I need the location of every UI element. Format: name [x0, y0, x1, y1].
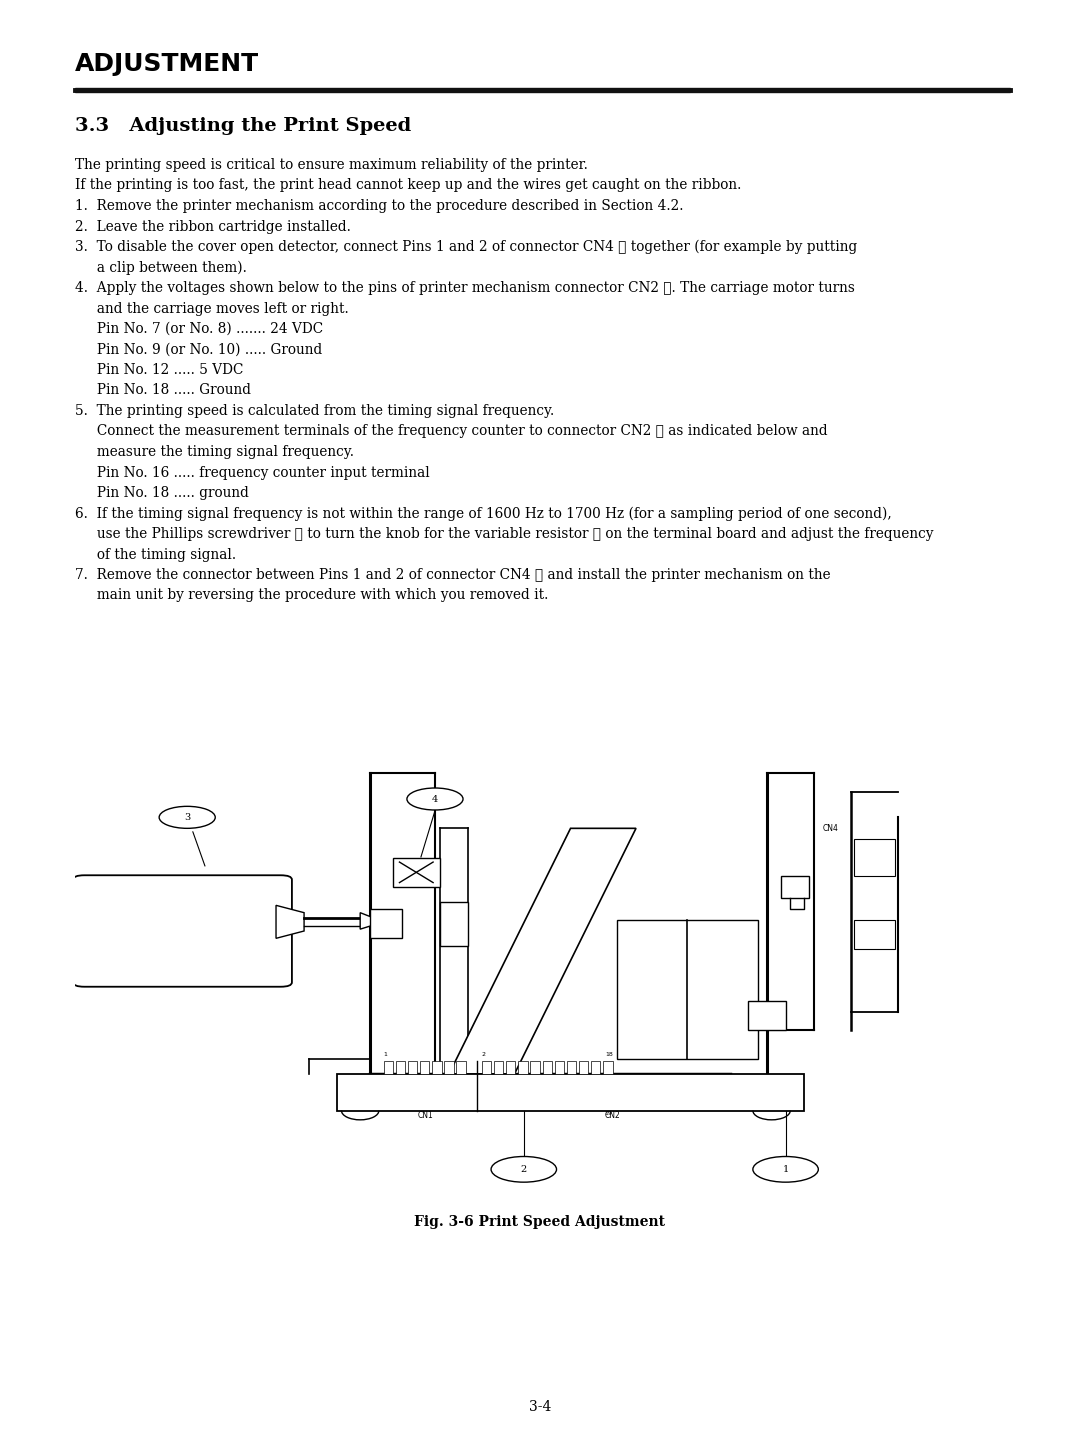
Text: 3.  To disable the cover open detector, connect Pins 1 and 2 of connector CN4 ① : 3. To disable the cover open detector, c…	[75, 240, 858, 255]
Bar	[408, 1061, 417, 1073]
Polygon shape	[360, 912, 383, 930]
Text: ADJUSTMENT: ADJUSTMENT	[75, 52, 259, 76]
Text: 2.  Leave the ribbon cartridge installed.: 2. Leave the ribbon cartridge installed.	[75, 220, 351, 233]
Bar	[444, 1061, 454, 1073]
Text: CN1: CN1	[418, 1111, 433, 1120]
Bar	[494, 1061, 503, 1073]
Text: 1.  Remove the printer mechanism according to the procedure described in Section: 1. Remove the printer mechanism accordin…	[75, 199, 684, 213]
Text: The printing speed is critical to ensure maximum reliability of the printer.: The printing speed is critical to ensure…	[75, 158, 588, 173]
Bar	[604, 1061, 612, 1073]
Text: 4: 4	[432, 794, 438, 803]
Bar	[337, 1073, 805, 1111]
Bar	[530, 1061, 540, 1073]
Text: Connect the measurement terminals of the frequency counter to connector CN2 ② as: Connect the measurement terminals of the…	[75, 425, 827, 439]
Polygon shape	[369, 909, 402, 938]
Bar	[854, 920, 895, 950]
Bar	[482, 1061, 491, 1073]
Text: 2: 2	[482, 1052, 486, 1058]
Bar	[542, 1061, 552, 1073]
FancyBboxPatch shape	[73, 875, 292, 987]
Bar	[518, 1061, 527, 1073]
Text: 3-4: 3-4	[529, 1400, 551, 1415]
Text: 2: 2	[521, 1164, 527, 1174]
Text: 3.3   Adjusting the Print Speed: 3.3 Adjusting the Print Speed	[75, 117, 411, 135]
Text: 1: 1	[783, 1164, 788, 1174]
FancyArrow shape	[75, 88, 1010, 92]
Text: a clip between them).: a clip between them).	[75, 260, 247, 275]
Circle shape	[491, 1157, 556, 1183]
Circle shape	[159, 806, 215, 829]
Bar	[393, 858, 440, 886]
Text: 18: 18	[605, 1052, 612, 1058]
Text: Pin No. 12 ..... 5 VDC: Pin No. 12 ..... 5 VDC	[75, 363, 243, 377]
Bar	[854, 839, 895, 876]
Bar	[395, 1061, 405, 1073]
Text: 1: 1	[383, 1052, 388, 1058]
Text: of the timing signal.: of the timing signal.	[75, 547, 237, 561]
Text: Pin No. 18 ..... ground: Pin No. 18 ..... ground	[75, 486, 248, 499]
Text: If the printing is too fast, the print head cannot keep up and the wires get cau: If the printing is too fast, the print h…	[75, 178, 741, 193]
Text: CN4: CN4	[823, 825, 839, 833]
Bar	[781, 876, 809, 898]
Bar	[432, 1061, 442, 1073]
Text: CN2: CN2	[605, 1111, 621, 1120]
Circle shape	[753, 1157, 819, 1183]
Text: use the Phillips screwdriver ③ to turn the knob for the variable resistor ④ on t: use the Phillips screwdriver ③ to turn t…	[75, 527, 933, 541]
Text: 3: 3	[184, 813, 190, 822]
Circle shape	[407, 789, 463, 810]
Bar	[555, 1061, 564, 1073]
Bar	[579, 1061, 589, 1073]
Text: Fig. 3-6 Print Speed Adjustment: Fig. 3-6 Print Speed Adjustment	[415, 1215, 665, 1229]
Polygon shape	[276, 905, 305, 938]
Text: measure the timing signal frequency.: measure the timing signal frequency.	[75, 445, 354, 459]
Text: Pin No. 18 ..... Ground: Pin No. 18 ..... Ground	[75, 384, 251, 397]
Bar	[618, 920, 757, 1059]
Bar	[507, 1061, 515, 1073]
Text: 6.  If the timing signal frequency is not within the range of 1600 Hz to 1700 Hz: 6. If the timing signal frequency is not…	[75, 507, 892, 521]
Text: 4.  Apply the voltages shown below to the pins of printer mechanism connector CN: 4. Apply the voltages shown below to the…	[75, 281, 855, 295]
Bar	[457, 1061, 465, 1073]
Bar	[420, 1061, 430, 1073]
Text: Pin No. 7 (or No. 8) ....... 24 VDC: Pin No. 7 (or No. 8) ....... 24 VDC	[75, 322, 323, 335]
Text: 5.  The printing speed is calculated from the timing signal frequency.: 5. The printing speed is calculated from…	[75, 404, 554, 417]
Text: main unit by reversing the procedure with which you removed it.: main unit by reversing the procedure wit…	[75, 589, 549, 603]
Text: 19: 19	[605, 1111, 612, 1115]
Bar	[748, 1000, 785, 1030]
Text: Pin No. 9 (or No. 10) ..... Ground: Pin No. 9 (or No. 10) ..... Ground	[75, 342, 322, 357]
Polygon shape	[449, 829, 636, 1073]
Text: and the carriage moves left or right.: and the carriage moves left or right.	[75, 302, 349, 315]
Text: Pin No. 16 ..... frequency counter input terminal: Pin No. 16 ..... frequency counter input…	[75, 465, 430, 479]
Bar	[440, 902, 468, 945]
Bar	[591, 1061, 600, 1073]
Text: 7.  Remove the connector between Pins 1 and 2 of connector CN4 ① and install the: 7. Remove the connector between Pins 1 a…	[75, 568, 831, 581]
Bar	[567, 1061, 576, 1073]
Bar	[383, 1061, 393, 1073]
